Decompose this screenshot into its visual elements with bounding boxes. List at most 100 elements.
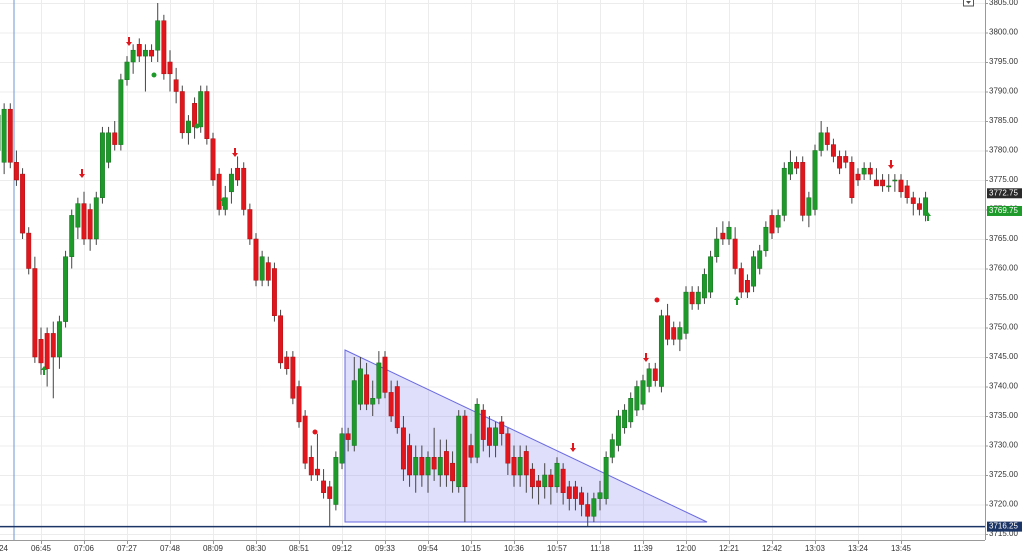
sell-arrow xyxy=(126,37,132,46)
candle-body xyxy=(794,162,800,169)
candle-body xyxy=(867,167,873,175)
candle-body xyxy=(757,250,763,269)
candle-body xyxy=(812,150,818,210)
y-tick-label: 3805.00 xyxy=(989,0,1018,7)
candle-body xyxy=(566,486,572,499)
price-tag xyxy=(987,205,1022,216)
y-tick-label: 3715.00 xyxy=(989,529,1018,538)
candle-body xyxy=(591,498,597,517)
candle-body xyxy=(910,197,916,204)
y-tick-label: 3720.00 xyxy=(989,500,1018,509)
y-tick-label: 3795.00 xyxy=(989,57,1018,66)
candle-body xyxy=(394,386,400,429)
candle-body xyxy=(302,415,308,464)
y-tick-label: 3775.00 xyxy=(989,175,1018,184)
x-tick-label: 10:15 xyxy=(461,544,482,553)
candle-body xyxy=(106,132,112,163)
candle-body xyxy=(136,44,142,57)
candle-body xyxy=(474,403,480,458)
candle-body xyxy=(75,203,81,228)
y-tick-label: 3745.00 xyxy=(989,352,1018,361)
candle-body xyxy=(142,49,148,57)
candle-body xyxy=(296,386,302,423)
candle-body xyxy=(830,144,836,157)
candle-body xyxy=(241,167,247,210)
x-tick-label: 10:36 xyxy=(504,544,525,553)
candle-body xyxy=(308,457,314,476)
candle-body xyxy=(1,108,7,163)
candle-body xyxy=(333,457,339,505)
candle-body xyxy=(161,20,167,75)
candle-body xyxy=(38,339,44,364)
x-tick-label: 09:33 xyxy=(375,544,396,553)
candle-body xyxy=(173,79,179,92)
y-tick-label: 3780.00 xyxy=(989,146,1018,155)
candle-body xyxy=(800,162,806,216)
candle-body xyxy=(714,238,720,257)
candle-body xyxy=(708,256,714,293)
x-tick-label: 10:57 xyxy=(547,544,568,553)
x-tick-label: 08:09 xyxy=(203,544,224,553)
candle-body xyxy=(517,457,523,476)
candle-body xyxy=(585,504,591,517)
candle-body xyxy=(26,232,32,269)
candle-body xyxy=(407,445,413,476)
candle-body xyxy=(597,492,603,499)
candle-body xyxy=(198,91,204,128)
candle-body xyxy=(370,398,376,405)
y-tick-label: 3790.00 xyxy=(989,87,1018,96)
y-tick-label: 3800.00 xyxy=(989,28,1018,37)
candle-body xyxy=(572,486,578,499)
x-tick-label: 08:51 xyxy=(289,544,310,553)
x-tick-label: 13:45 xyxy=(891,544,912,553)
candle-body xyxy=(904,185,910,198)
candle-body xyxy=(149,49,155,57)
chart-menu-icon[interactable] xyxy=(963,0,974,7)
candle-body xyxy=(824,132,830,145)
candle-body xyxy=(615,415,621,446)
candle-body xyxy=(781,167,787,216)
menu-icon-arrow xyxy=(966,1,971,4)
candle-body xyxy=(290,356,296,399)
candle-body xyxy=(87,209,93,240)
x-tick-label: 12:00 xyxy=(676,544,697,553)
candle-body xyxy=(720,232,726,240)
price-tag-label: 3716.25 xyxy=(989,522,1018,531)
x-tick-label: 07:48 xyxy=(160,544,181,553)
candle-body xyxy=(493,427,499,446)
candle-body xyxy=(112,132,118,145)
y-tick-label: 3725.00 xyxy=(989,470,1018,479)
candle-body xyxy=(923,197,929,216)
candle-body xyxy=(413,457,419,476)
candle-body xyxy=(44,333,50,370)
candle-body xyxy=(738,268,744,293)
candle-body xyxy=(81,203,87,240)
candle-body xyxy=(50,333,56,358)
candle-body xyxy=(732,238,738,269)
candle-body xyxy=(99,132,105,198)
x-tick-label: 13:24 xyxy=(848,544,869,553)
candle-body xyxy=(443,451,449,476)
x-tick-label: 11:39 xyxy=(633,544,653,553)
candle-body xyxy=(855,173,861,181)
candle-body xyxy=(486,427,492,446)
y-tick-label: 3785.00 xyxy=(989,116,1018,125)
y-tick-label: 3755.00 xyxy=(989,293,1018,302)
price-tag-label: 3769.75 xyxy=(989,206,1018,215)
candle-body xyxy=(364,374,370,405)
candle-body xyxy=(63,256,69,322)
candle-body xyxy=(382,356,388,393)
candle-body xyxy=(56,321,62,358)
candle-body xyxy=(861,167,867,175)
candle-body xyxy=(640,380,646,405)
x-tick-label: 07:27 xyxy=(117,544,138,553)
candle-body xyxy=(462,415,468,488)
candle-body xyxy=(701,274,707,299)
candle-body xyxy=(351,380,357,446)
candle-body xyxy=(554,462,560,488)
candle-body xyxy=(357,368,363,405)
signal-dot xyxy=(654,297,660,303)
x-tick-label: 09:12 xyxy=(332,544,353,553)
candle-body xyxy=(253,238,259,281)
